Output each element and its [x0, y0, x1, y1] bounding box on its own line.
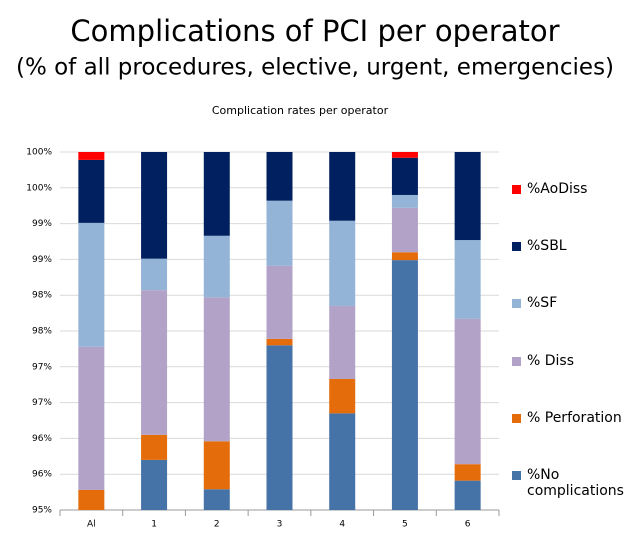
- bar-segment: [141, 459, 168, 510]
- bar-segment: [454, 318, 481, 465]
- legend-item: %No complications: [512, 467, 624, 499]
- legend-label: % Diss: [527, 352, 575, 369]
- y-tick-label: 95%: [32, 506, 52, 516]
- legend-swatch: [512, 299, 521, 309]
- bar-segment: [329, 152, 356, 221]
- bar-segment: [266, 152, 293, 201]
- x-tick-label: Al: [87, 520, 96, 530]
- x-tick-label: 6: [465, 520, 471, 530]
- bar-segment: [329, 305, 356, 379]
- x-tick-label: 4: [339, 520, 345, 530]
- bar-segment: [78, 346, 105, 490]
- bar-segment: [391, 194, 418, 208]
- bar-segment: [203, 152, 230, 236]
- chart-subtitle: (% of all procedures, elective, urgent, …: [16, 55, 614, 81]
- bar-segment: [454, 464, 481, 481]
- legend-label: %No complications: [527, 467, 624, 499]
- y-tick-label: 99%: [32, 255, 52, 265]
- chart-title: Complications of PCI per operator: [70, 14, 559, 48]
- plot-title: Complication rates per operator: [212, 104, 389, 117]
- bar-segment: [78, 489, 105, 510]
- legend-label: %SBL: [527, 238, 567, 255]
- x-tick-label: 2: [214, 520, 220, 530]
- bar-segment: [329, 413, 356, 510]
- legend-item: %AoDiss: [512, 181, 624, 197]
- legend-swatch: [512, 242, 521, 252]
- x-tick-label: 5: [402, 520, 408, 530]
- x-tick-label: 1: [151, 520, 157, 530]
- legend-item: %SF: [512, 295, 624, 311]
- x-tick-label: 3: [277, 520, 283, 530]
- bar-segment: [203, 235, 230, 298]
- y-tick-label: 98%: [32, 327, 52, 337]
- bar-segment: [391, 152, 418, 158]
- bar-segment: [391, 252, 418, 261]
- bar-segment: [391, 260, 418, 510]
- legend-item: % Perforation: [512, 410, 624, 426]
- bar-segment: [141, 258, 168, 291]
- bar-segment: [454, 152, 481, 241]
- legend-label: %AoDiss: [527, 181, 588, 197]
- bar-segment: [329, 378, 356, 414]
- bar-segment: [78, 222, 105, 347]
- bar-segment: [266, 338, 293, 346]
- bar-segment: [266, 345, 293, 510]
- bar-segment: [454, 240, 481, 319]
- y-tick-label: 97%: [32, 398, 52, 408]
- y-tick-label: 98%: [32, 291, 52, 301]
- bar-segment: [141, 434, 168, 460]
- bar-segment: [266, 265, 293, 339]
- bar-segment: [203, 489, 230, 510]
- y-tick-label: 100%: [26, 183, 52, 193]
- bar-segment: [391, 207, 418, 253]
- bar-segment: [391, 157, 418, 195]
- bar-segment: [141, 152, 168, 259]
- legend-swatch: [512, 413, 521, 423]
- legend-label: %SF: [527, 295, 558, 312]
- bar-segment: [203, 441, 230, 490]
- legend-swatch: [512, 471, 521, 480]
- legend-swatch: [512, 185, 521, 194]
- y-tick-label: 100%: [26, 148, 52, 158]
- y-tick-label: 99%: [32, 219, 52, 229]
- bar-segment: [266, 200, 293, 266]
- legend-item: % Diss: [512, 353, 624, 369]
- y-tick-label: 97%: [32, 362, 52, 372]
- legend-item: %SBL: [512, 238, 624, 254]
- legend-label: % Perforation: [527, 409, 622, 426]
- bar-segment: [329, 220, 356, 306]
- bar-segment: [78, 159, 105, 223]
- bar-segment: [78, 152, 105, 160]
- bar-segment: [454, 480, 481, 510]
- bar-segment: [203, 297, 230, 442]
- y-tick-label: 96%: [32, 434, 52, 444]
- legend-swatch: [512, 356, 521, 366]
- bar-segment: [141, 290, 168, 435]
- y-tick-label: 96%: [32, 470, 52, 480]
